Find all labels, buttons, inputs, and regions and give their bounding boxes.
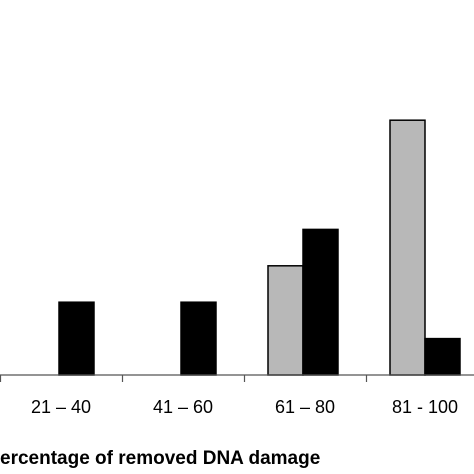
x-tick-labels: 21 – 40 41 – 60 61 – 80 81 - 100 [31, 397, 458, 417]
bar-s1-c3 [424, 337, 461, 376]
x-tick-label-0: 21 – 40 [31, 397, 91, 417]
bar-s0-c3 [389, 119, 426, 376]
x-tick-label-1: 41 – 60 [153, 397, 213, 417]
x-axis-ticks [0, 375, 368, 382]
x-axis-title: ercentage of removed DNA damage [0, 448, 320, 469]
x-axis [0, 374, 474, 382]
bar-s1-c2 [302, 228, 339, 376]
bars [58, 119, 461, 376]
bar-s0-c2 [267, 265, 304, 376]
x-tick-label-2: 61 – 80 [275, 397, 335, 417]
bar-s1-c1 [180, 301, 217, 376]
x-tick-label-3: 81 - 100 [392, 397, 458, 417]
bar-s1-c0 [58, 301, 95, 376]
